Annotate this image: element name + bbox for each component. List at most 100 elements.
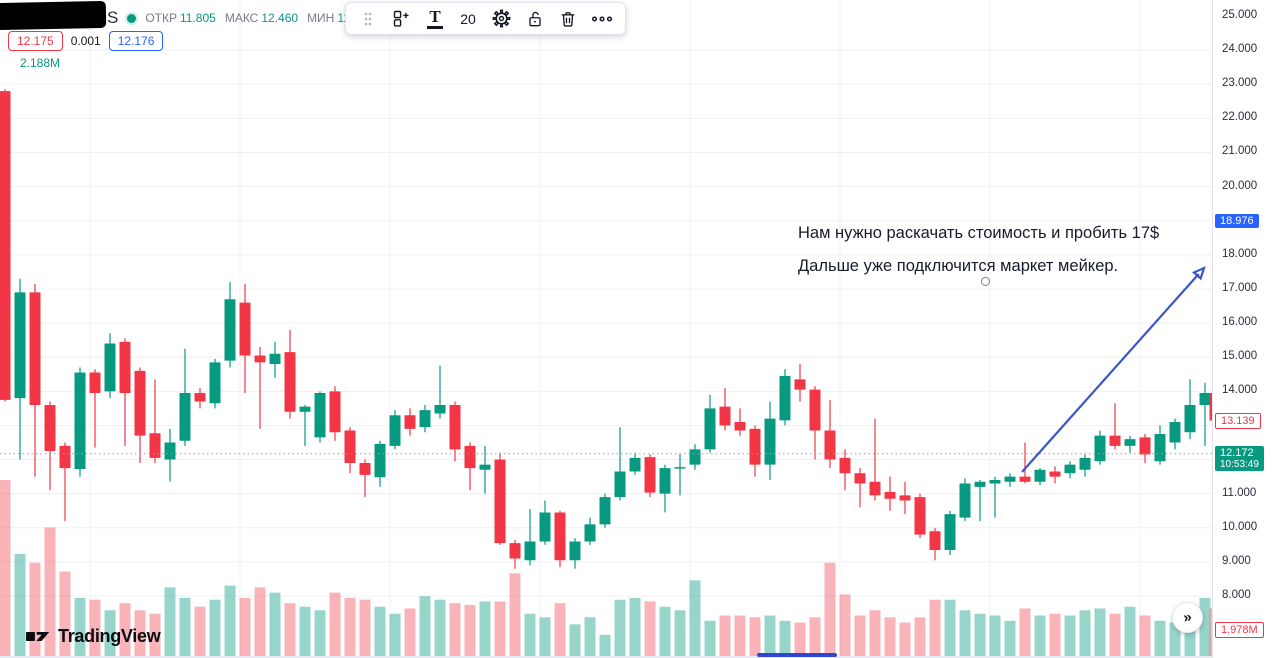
text-annotation-line1[interactable]: Нам нужно раскачать стоимость и пробить …: [798, 224, 1160, 242]
unlock-icon[interactable]: [525, 6, 545, 32]
volume-bar: [629, 597, 641, 656]
candle-body: [1094, 435, 1106, 462]
candle-body: [404, 415, 416, 429]
candle-body: [914, 497, 926, 535]
candle-body: [344, 430, 356, 463]
volume-bar: [494, 601, 506, 656]
template-icon[interactable]: [391, 6, 412, 32]
candle-body: [269, 353, 281, 365]
ticker-suffix: S: [107, 8, 119, 27]
candle-body: [74, 372, 86, 470]
axis-tick: 16.000: [1222, 316, 1258, 329]
market-status-dot: [127, 13, 137, 23]
buy-ask-button[interactable]: 12.176: [108, 31, 164, 51]
candle-body: [389, 415, 401, 446]
volume-bar: [224, 585, 236, 656]
volume-indicator-value: 2.188M: [20, 56, 61, 70]
redacted-ticker-box: [0, 0, 107, 31]
text-tool-button-active[interactable]: T: [425, 6, 445, 32]
volume-bar: [134, 610, 146, 656]
volume-bar: [209, 599, 221, 656]
candle-body: [644, 457, 656, 493]
trend-arrow-drawing[interactable]: [1021, 265, 1206, 473]
volume-bar: [344, 597, 356, 656]
volume-bars: [0, 480, 1212, 656]
candle-body: [134, 370, 146, 436]
volume-bar: [824, 562, 836, 656]
volume-bar: [809, 617, 821, 656]
candle-body: [359, 462, 371, 475]
candle-body: [539, 512, 551, 542]
candle-body: [794, 379, 806, 390]
candle-body: [419, 410, 431, 428]
volume-bar: [914, 617, 926, 656]
toolbar-drag-handle-icon[interactable]: [358, 6, 378, 32]
candle-body: [254, 355, 266, 363]
candle-body: [374, 443, 386, 478]
trash-icon[interactable]: [558, 6, 578, 32]
font-size-button[interactable]: 20: [458, 6, 478, 32]
volume-bar: [944, 599, 956, 656]
volume-bar: [764, 615, 776, 656]
volume-bar: [239, 597, 251, 656]
volume-bar: [584, 617, 596, 656]
axis-tick: 20.000: [1222, 179, 1258, 192]
volume-bar: [1094, 608, 1106, 656]
volume-bar: [794, 622, 806, 656]
volume-bar: [194, 606, 206, 656]
candle-body: [209, 362, 221, 404]
candle-body: [1109, 435, 1121, 446]
candle-body: [1034, 469, 1046, 482]
volume-bar: [314, 610, 326, 656]
annotation-anchor-handle[interactable]: [981, 277, 990, 286]
candle-body: [569, 541, 581, 561]
volume-bar: [1154, 620, 1166, 656]
volume-bar: [434, 599, 446, 656]
volume-bar: [419, 596, 431, 656]
volume-bar: [554, 603, 566, 656]
price-chart-canvas[interactable]: [0, 0, 1212, 658]
candle-body: [1199, 393, 1211, 405]
volume-bar: [614, 599, 626, 656]
candle-body: [719, 406, 731, 426]
volume-bar: [854, 615, 866, 656]
volume-bar: [479, 601, 491, 656]
text-tool-icon: T: [427, 8, 443, 29]
arrow-head-icon: [1191, 265, 1206, 281]
tradingview-logo[interactable]: TradingView: [26, 626, 161, 647]
candle-body: [944, 514, 956, 550]
text-annotation-line2[interactable]: Дальше уже подключится маркет мейкер.: [798, 257, 1119, 275]
price-axis[interactable]: 25.00024.00023.00022.00021.00020.00019.0…: [1212, 0, 1280, 658]
drawing-anchor-price-label: 18.976: [1215, 213, 1259, 228]
volume-bar: [1064, 615, 1076, 656]
volume-bar: [704, 620, 716, 656]
axis-tick: 11.000: [1222, 486, 1257, 499]
more-options-icon[interactable]: [591, 6, 613, 32]
candle-body: [1209, 393, 1212, 421]
candle-body: [1049, 471, 1061, 477]
open-label: ОТКР: [145, 11, 178, 25]
candle-body: [704, 408, 716, 450]
candle-body: [899, 495, 911, 501]
candle-body: [599, 497, 611, 525]
settings-gear-icon[interactable]: [491, 6, 512, 32]
candle-body: [629, 457, 641, 472]
candle-body: [824, 430, 836, 460]
candle-body: [224, 299, 236, 361]
volume-bar: [389, 613, 401, 656]
candle-body: [584, 524, 596, 542]
candle-body: [1019, 476, 1031, 482]
candle-body: [44, 404, 56, 452]
axis-tick: 18.000: [1222, 247, 1258, 260]
candle-body: [464, 445, 476, 469]
volume-bar: [1199, 597, 1211, 656]
sell-bid-button[interactable]: 12.175: [8, 31, 63, 51]
candle-body: [0, 91, 11, 400]
candle-body: [194, 393, 206, 402]
candle-body: [1064, 464, 1076, 474]
volume-bar: [59, 571, 71, 656]
last-bar-price-label: 13.139: [1215, 412, 1261, 429]
candle-body: [674, 467, 686, 469]
axis-tick: 24.000: [1222, 43, 1258, 56]
volume-bar: [464, 604, 476, 656]
